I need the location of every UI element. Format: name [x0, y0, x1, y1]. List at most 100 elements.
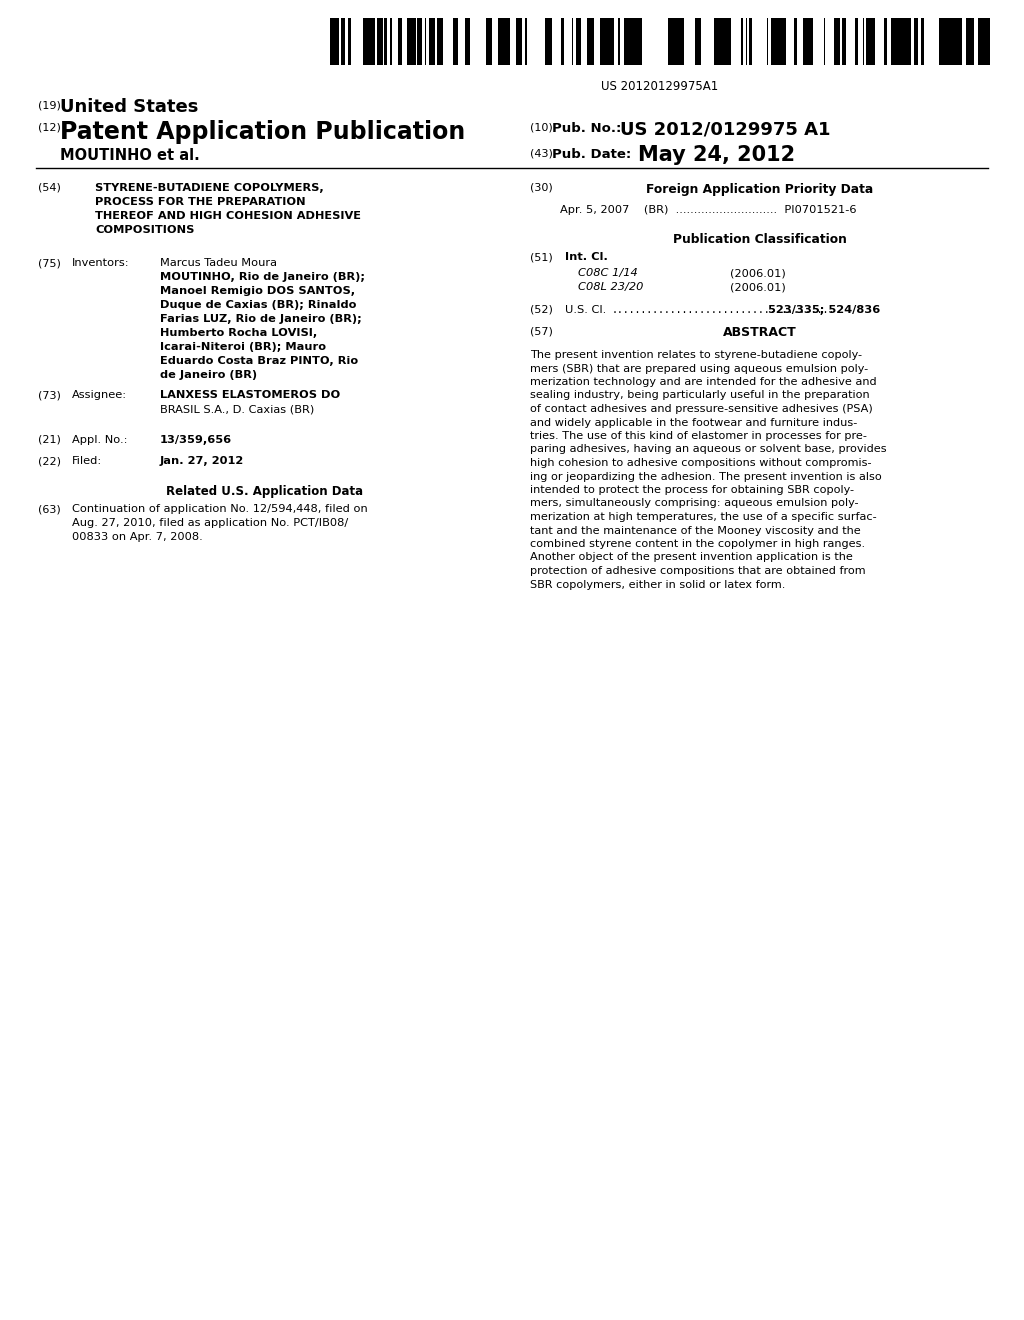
Bar — [425, 18, 426, 65]
Bar — [587, 18, 591, 65]
Text: Patent Application Publication: Patent Application Publication — [60, 120, 465, 144]
Text: May 24, 2012: May 24, 2012 — [638, 145, 795, 165]
Bar — [604, 18, 607, 65]
Text: (12): (12) — [38, 121, 60, 132]
Bar — [868, 18, 874, 65]
Bar — [807, 18, 810, 65]
Bar — [726, 18, 730, 65]
Bar — [624, 18, 629, 65]
Text: Manoel Remigio DOS SANTOS,: Manoel Remigio DOS SANTOS, — [160, 286, 355, 296]
Bar — [456, 18, 458, 65]
Text: COMPOSITIONS: COMPOSITIONS — [95, 224, 195, 235]
Bar — [891, 18, 896, 65]
Text: de Janeiro (BR): de Janeiro (BR) — [160, 370, 257, 380]
Text: US 20120129975A1: US 20120129975A1 — [601, 81, 719, 92]
Text: 523/335; 524/836: 523/335; 524/836 — [768, 305, 881, 315]
Text: (75): (75) — [38, 257, 60, 268]
Bar — [722, 18, 723, 65]
Bar — [714, 18, 720, 65]
Bar — [803, 18, 807, 65]
Text: Appl. No.:: Appl. No.: — [72, 436, 128, 445]
Text: (2006.01): (2006.01) — [730, 268, 785, 279]
Bar — [348, 18, 351, 65]
Bar — [336, 18, 339, 65]
Bar — [784, 18, 786, 65]
Bar — [545, 18, 548, 65]
Bar — [571, 18, 573, 65]
Bar — [411, 18, 416, 65]
Text: U.S. Cl.: U.S. Cl. — [565, 305, 606, 315]
Text: intended to protect the process for obtaining SBR copoly-: intended to protect the process for obta… — [530, 484, 854, 495]
Bar — [862, 18, 864, 65]
Text: (19): (19) — [38, 100, 60, 110]
Bar — [668, 18, 672, 65]
Text: Int. Cl.: Int. Cl. — [565, 252, 608, 261]
Text: Jan. 27, 2012: Jan. 27, 2012 — [160, 455, 245, 466]
Text: Duque de Caxias (BR); Rinaldo: Duque de Caxias (BR); Rinaldo — [160, 300, 356, 310]
Bar — [362, 18, 365, 65]
Bar — [607, 18, 612, 65]
Text: merization technology and are intended for the adhesive and: merization technology and are intended f… — [530, 378, 877, 387]
Text: (57): (57) — [530, 326, 553, 337]
Text: PROCESS FOR THE PREPARATION: PROCESS FOR THE PREPARATION — [95, 197, 305, 207]
Text: of contact adhesives and pressure-sensitive adhesives (PSA): of contact adhesives and pressure-sensit… — [530, 404, 872, 414]
Bar — [777, 18, 778, 65]
Bar — [921, 18, 924, 65]
Bar — [972, 18, 974, 65]
Text: The present invention relates to styrene-butadiene copoly-: The present invention relates to styrene… — [530, 350, 862, 360]
Bar — [907, 18, 910, 65]
Bar — [638, 18, 642, 65]
Bar — [378, 18, 383, 65]
Bar — [486, 18, 487, 65]
Bar — [884, 18, 887, 65]
Text: (73): (73) — [38, 389, 60, 400]
Bar — [778, 18, 784, 65]
Bar — [672, 18, 678, 65]
Text: 13/359,656: 13/359,656 — [160, 436, 232, 445]
Bar — [385, 18, 387, 65]
Text: tant and the maintenance of the Mooney viscosity and the: tant and the maintenance of the Mooney v… — [530, 525, 861, 536]
Text: BRASIL S.A., D. Caxias (BR): BRASIL S.A., D. Caxias (BR) — [160, 404, 314, 414]
Bar — [810, 18, 813, 65]
Text: (51): (51) — [530, 252, 553, 261]
Bar — [365, 18, 366, 65]
Bar — [400, 18, 402, 65]
Text: (2006.01): (2006.01) — [730, 282, 785, 292]
Text: C08L 23/20: C08L 23/20 — [578, 282, 643, 292]
Bar — [913, 18, 916, 65]
Text: 00833 on Apr. 7, 2008.: 00833 on Apr. 7, 2008. — [72, 532, 203, 543]
Bar — [836, 18, 839, 65]
Text: Foreign Application Priority Data: Foreign Application Priority Data — [646, 183, 873, 195]
Text: ing or jeopardizing the adhesion. The present invention is also: ing or jeopardizing the adhesion. The pr… — [530, 471, 882, 482]
Bar — [561, 18, 562, 65]
Bar — [377, 18, 378, 65]
Bar — [794, 18, 795, 65]
Text: tries. The use of this kind of elastomer in processes for pre-: tries. The use of this kind of elastomer… — [530, 432, 867, 441]
Bar — [341, 18, 345, 65]
Bar — [900, 18, 903, 65]
Bar — [455, 18, 456, 65]
Text: mers (SBR) that are prepared using aqueous emulsion poly-: mers (SBR) that are prepared using aqueo… — [530, 363, 868, 374]
Text: (10): (10) — [530, 121, 553, 132]
Text: Pub. Date:: Pub. Date: — [552, 148, 631, 161]
Text: (54): (54) — [38, 183, 60, 193]
Bar — [767, 18, 768, 65]
Bar — [397, 18, 400, 65]
Text: Aug. 27, 2010, filed as application No. PCT/IB08/: Aug. 27, 2010, filed as application No. … — [72, 517, 348, 528]
Bar — [694, 18, 700, 65]
Text: Related U.S. Application Data: Related U.S. Application Data — [167, 484, 364, 498]
Text: Humberto Rocha LOVISI,: Humberto Rocha LOVISI, — [160, 327, 317, 338]
Bar — [429, 18, 435, 65]
Text: Continuation of application No. 12/594,448, filed on: Continuation of application No. 12/594,4… — [72, 504, 368, 513]
Text: LANXESS ELASTOMEROS DO: LANXESS ELASTOMEROS DO — [160, 389, 340, 400]
Bar — [855, 18, 858, 65]
Bar — [504, 18, 510, 65]
Bar — [372, 18, 375, 65]
Bar — [548, 18, 552, 65]
Bar — [330, 18, 336, 65]
Bar — [987, 18, 990, 65]
Text: Marcus Tadeu Moura: Marcus Tadeu Moura — [160, 257, 278, 268]
Bar — [982, 18, 987, 65]
Text: ABSTRACT: ABSTRACT — [723, 326, 797, 339]
Text: ......................................: ...................................... — [612, 305, 836, 315]
